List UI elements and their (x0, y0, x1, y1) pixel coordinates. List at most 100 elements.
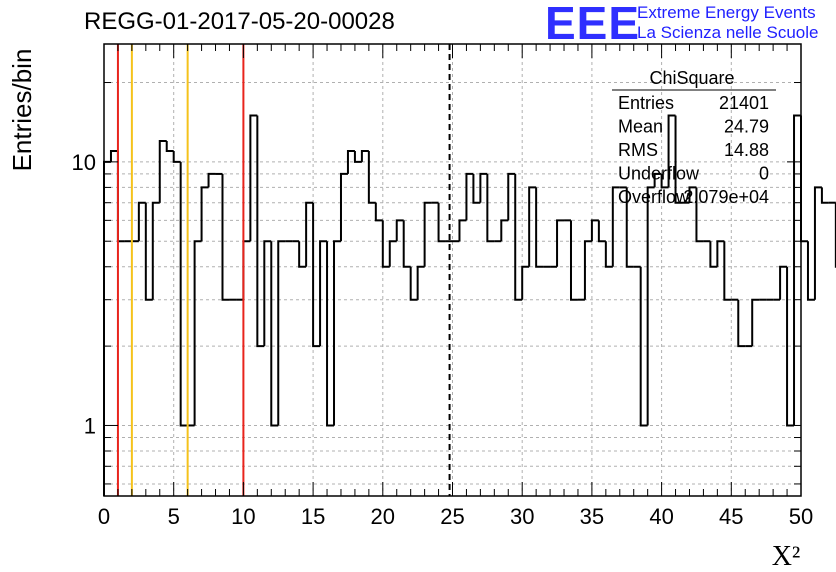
histogram-bin (381, 220, 390, 268)
histogram-bin (179, 161, 188, 427)
stats-label: Overflow (618, 187, 690, 207)
x-tick-label: 10 (231, 504, 255, 529)
histogram-bin (674, 115, 683, 204)
histogram-bin (688, 186, 697, 203)
histogram-bin (716, 240, 725, 267)
x-tick-label: 30 (510, 504, 534, 529)
histogram-bin (326, 241, 335, 427)
histogram-bin (409, 266, 418, 301)
x-tick-label: 25 (440, 504, 464, 529)
histogram-bin (165, 140, 174, 152)
logo-line-2: La Scienza nelle Scuole (637, 23, 819, 42)
histogram-bin (590, 219, 599, 242)
histogram-bin (556, 219, 565, 267)
grid-lines (104, 44, 801, 496)
histogram-bin (333, 240, 341, 426)
axis-ticks (103, 44, 802, 496)
histogram-bin (395, 219, 404, 242)
histogram-bin (535, 187, 544, 268)
histogram-bin (151, 201, 160, 300)
histogram-bin (346, 149, 355, 174)
histogram-bin (221, 173, 230, 301)
axis-tick-labels: 0 5 10 15 20 25 30 35 40 45 50 1 10 (72, 150, 814, 529)
stats-value: 21401 (719, 93, 769, 113)
histogram-bin (256, 115, 265, 348)
chart-title: REGG-01-2017-05-20-00028 (84, 8, 395, 35)
y-tick-label: 10 (72, 150, 96, 175)
histogram-bin (458, 219, 467, 242)
x-tick-label: 20 (371, 504, 395, 529)
marker-lines (116, 44, 451, 496)
histogram-bin (402, 220, 411, 268)
histogram-bin (709, 241, 718, 268)
histogram-bin (472, 173, 481, 204)
histogram-bin (639, 266, 648, 427)
histogram-bin (193, 240, 202, 426)
histogram-bin (820, 187, 829, 204)
histogram-series (103, 114, 836, 496)
histogram-bin (158, 139, 167, 203)
histogram-bin (465, 172, 474, 221)
histogram-bin (367, 150, 376, 204)
histogram-bin (172, 150, 181, 163)
histogram-bin (597, 220, 606, 243)
histogram-bin (207, 172, 216, 188)
stats-label: Mean (618, 117, 663, 137)
histogram-bin (507, 172, 516, 221)
histogram-bin (416, 265, 425, 300)
histogram-bin (319, 240, 328, 347)
stats-label: RMS (618, 140, 658, 160)
histogram-bin (374, 202, 383, 222)
histogram-bin (200, 186, 209, 242)
histogram-bin (793, 114, 801, 426)
histogram-bin (116, 150, 125, 243)
histogram-bin (660, 173, 669, 189)
stats-label: Underflow (618, 164, 700, 184)
histogram-bin (298, 241, 307, 268)
histogram-bin (528, 186, 537, 267)
histogram-bin (103, 160, 111, 496)
eee-logo: EEE (545, 0, 641, 49)
histogram-bin (695, 187, 704, 243)
histogram-bin (667, 114, 676, 188)
histogram-bin (109, 149, 118, 162)
histogram-bin (500, 219, 509, 242)
histogram-bin (486, 173, 495, 243)
histogram-bin (521, 265, 530, 300)
histogram-bin (339, 172, 348, 242)
histogram-bin (813, 186, 822, 300)
histogram-bin (779, 265, 788, 300)
x-tick-label: 45 (719, 504, 743, 529)
stats-value: 24.79 (724, 117, 769, 137)
histogram-bin (583, 240, 592, 300)
histogram-bin (514, 173, 523, 301)
histogram-bin (388, 240, 397, 267)
x-tick-label: 0 (98, 504, 110, 529)
x-tick-label: 35 (580, 504, 604, 529)
stats-value: 14.88 (724, 140, 769, 160)
histogram-bin (646, 186, 655, 426)
histogram-bin (625, 187, 634, 268)
stats-title: ChiSquare (649, 68, 734, 88)
x-tick-label: 40 (649, 504, 673, 529)
histogram-bin (604, 241, 613, 268)
histogram-bin (806, 241, 815, 301)
x-tick-label: 15 (301, 504, 325, 529)
histogram-bin (423, 201, 432, 267)
histogram-bin (353, 150, 362, 163)
y-tick-label: 1 (84, 413, 96, 438)
logo-line-1: Extreme Energy Events (637, 3, 816, 22)
histogram-bin (277, 240, 286, 426)
stats-box: ChiSquare Entries 21401 Mean 24.79 RMS 14.88 Un… (612, 68, 776, 207)
histogram-bin (653, 172, 662, 188)
stats-value: 2.079e+04 (683, 187, 769, 207)
histogram-bin (144, 202, 153, 301)
x-axis-label: X² (772, 541, 801, 572)
histogram-bin (611, 186, 620, 267)
histogram-bin (569, 220, 578, 301)
y-axis-label: Entries/bin (7, 49, 37, 172)
stats-label: Entries (618, 93, 674, 113)
x-tick-label: 50 (789, 504, 813, 529)
x-tick-label: 5 (168, 504, 180, 529)
